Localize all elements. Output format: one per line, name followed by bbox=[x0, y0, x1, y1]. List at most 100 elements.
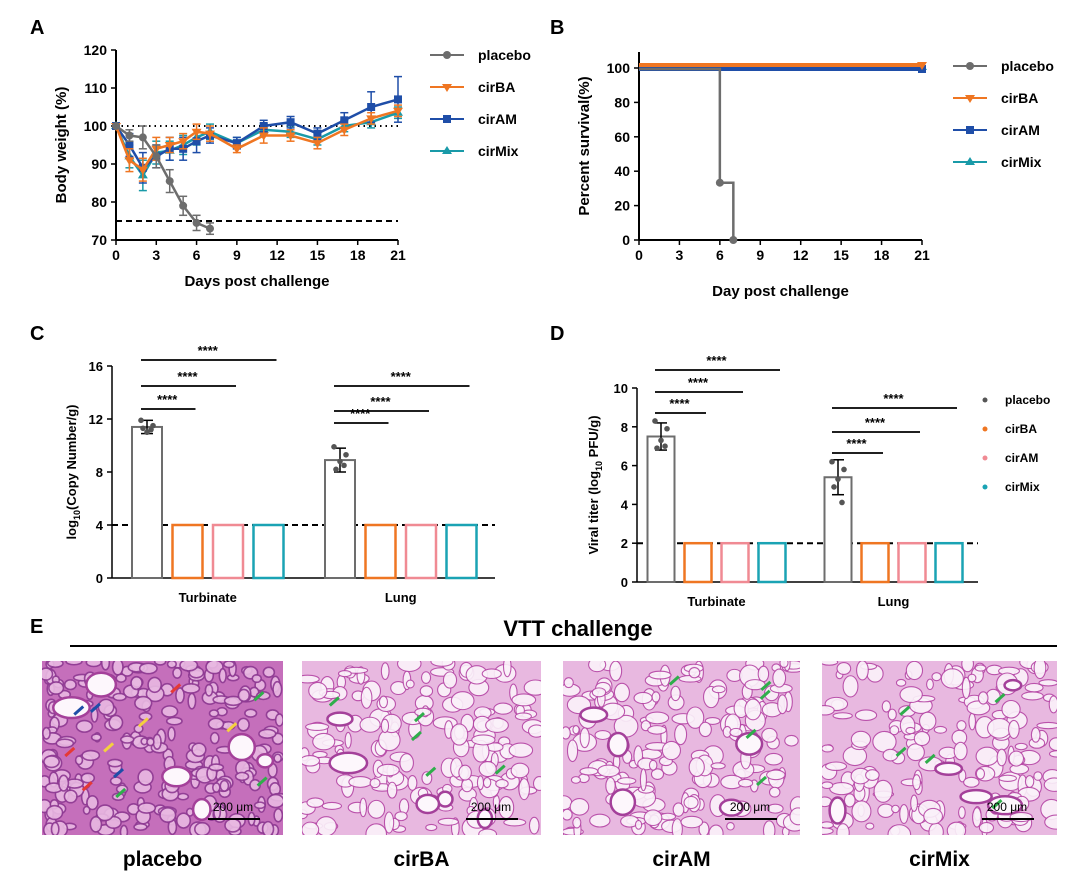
significance-label: **** bbox=[177, 369, 198, 384]
alveolus bbox=[850, 730, 872, 748]
alveolus bbox=[430, 661, 454, 667]
y-tick-label: 0 bbox=[622, 232, 630, 248]
y-axis-title: Percent survival(%) bbox=[576, 76, 593, 215]
bar-cirMix bbox=[445, 523, 478, 580]
alveolus bbox=[881, 700, 892, 713]
alveolus bbox=[887, 708, 897, 721]
alveolus bbox=[450, 723, 469, 746]
alveolus bbox=[789, 807, 800, 826]
annotation-arrow bbox=[89, 702, 101, 713]
alveolus bbox=[458, 764, 472, 781]
alveolus bbox=[670, 685, 681, 702]
legend-marker-cirMix bbox=[965, 157, 975, 165]
alveolus bbox=[738, 778, 754, 788]
alveolus bbox=[308, 681, 328, 700]
alveolus bbox=[321, 801, 343, 810]
airway bbox=[326, 711, 354, 727]
alveolus bbox=[74, 755, 84, 766]
alveolus bbox=[974, 664, 987, 672]
alveolus bbox=[205, 661, 224, 675]
alveolus bbox=[191, 742, 207, 758]
alveolus bbox=[365, 823, 388, 835]
alveolus bbox=[822, 661, 839, 666]
alveolus bbox=[236, 717, 250, 732]
bar-cirBA bbox=[364, 523, 397, 580]
data-point-cirAM bbox=[394, 95, 402, 104]
alveolus bbox=[688, 667, 701, 679]
chart-a-body-weight: 70 80 90 100 110 120 0 3 6 9 12 15 18 21 Days post cha… bbox=[53, 42, 531, 290]
alveolus bbox=[450, 691, 475, 711]
alveolus bbox=[65, 661, 83, 666]
histology-image-placebo: 200 μm bbox=[42, 661, 283, 835]
alveolus bbox=[159, 807, 177, 824]
x-axis-title: Day post challenge bbox=[712, 283, 849, 300]
alveolus bbox=[493, 702, 513, 715]
alveolus bbox=[928, 822, 944, 835]
data-point-cirAM bbox=[232, 139, 241, 148]
alveolus bbox=[768, 786, 781, 798]
alveolus bbox=[708, 824, 724, 835]
scatter-point bbox=[148, 426, 154, 433]
alveolus bbox=[972, 807, 982, 828]
annotation-arrow bbox=[73, 705, 85, 716]
x-tick-label: 0 bbox=[112, 247, 120, 263]
alveolus bbox=[672, 802, 685, 817]
series-line-cirMix bbox=[114, 111, 399, 178]
alveolus bbox=[394, 811, 408, 822]
alveolus bbox=[843, 793, 856, 808]
data-point-cirBA bbox=[339, 126, 350, 135]
alveolus bbox=[680, 815, 704, 829]
x-tick-label: 21 bbox=[390, 247, 406, 263]
alveolus bbox=[222, 661, 236, 669]
legend-label-cirMix: cirMix bbox=[478, 143, 519, 159]
alveolus bbox=[975, 768, 986, 780]
alveolus bbox=[527, 724, 541, 738]
alveolus bbox=[305, 722, 330, 732]
alveolus bbox=[726, 822, 735, 831]
alveolus bbox=[563, 726, 571, 740]
legend-marker-placebo bbox=[443, 51, 451, 59]
annotation-arrow bbox=[170, 683, 182, 694]
alveolus bbox=[998, 774, 1017, 783]
airway bbox=[934, 761, 964, 777]
data-point-cirBA bbox=[393, 107, 403, 116]
alveolus bbox=[253, 801, 266, 810]
alveolus bbox=[563, 808, 573, 821]
y-tick-label: 60 bbox=[614, 129, 630, 145]
airway bbox=[609, 788, 637, 817]
y-axis-title-part: log bbox=[64, 520, 79, 540]
alveolus bbox=[996, 748, 1007, 767]
alveolus bbox=[1048, 695, 1057, 714]
alveolus bbox=[569, 798, 590, 816]
data-point-cirBA bbox=[191, 128, 202, 137]
alveolus bbox=[779, 661, 789, 669]
alveolus bbox=[90, 733, 102, 742]
alveolus bbox=[766, 803, 784, 814]
alveolus bbox=[386, 781, 398, 799]
alveolus bbox=[822, 781, 834, 790]
airway bbox=[328, 751, 369, 775]
alveolus bbox=[1033, 661, 1047, 680]
alveolus bbox=[953, 741, 968, 761]
alveolus bbox=[272, 680, 283, 698]
alveolus bbox=[1033, 771, 1043, 781]
alveolus bbox=[42, 726, 51, 740]
annotation-arrow bbox=[425, 766, 437, 777]
alveolus bbox=[523, 679, 541, 696]
alveolus bbox=[651, 691, 661, 703]
x-tick-label: 15 bbox=[833, 247, 849, 263]
alveolus bbox=[1024, 775, 1035, 788]
data-point-cirBA bbox=[178, 138, 189, 147]
alveolus bbox=[396, 661, 422, 673]
alveolus bbox=[107, 758, 123, 768]
alveolus bbox=[683, 795, 699, 810]
alveolus bbox=[918, 711, 937, 731]
alveolus bbox=[1030, 726, 1041, 743]
bar-cirMix bbox=[252, 523, 285, 580]
alveolus bbox=[302, 754, 321, 767]
legend-marker-cirBA bbox=[442, 84, 452, 92]
bar-cirAM bbox=[897, 541, 927, 584]
alveolus bbox=[485, 717, 509, 733]
alveolus bbox=[86, 794, 99, 811]
